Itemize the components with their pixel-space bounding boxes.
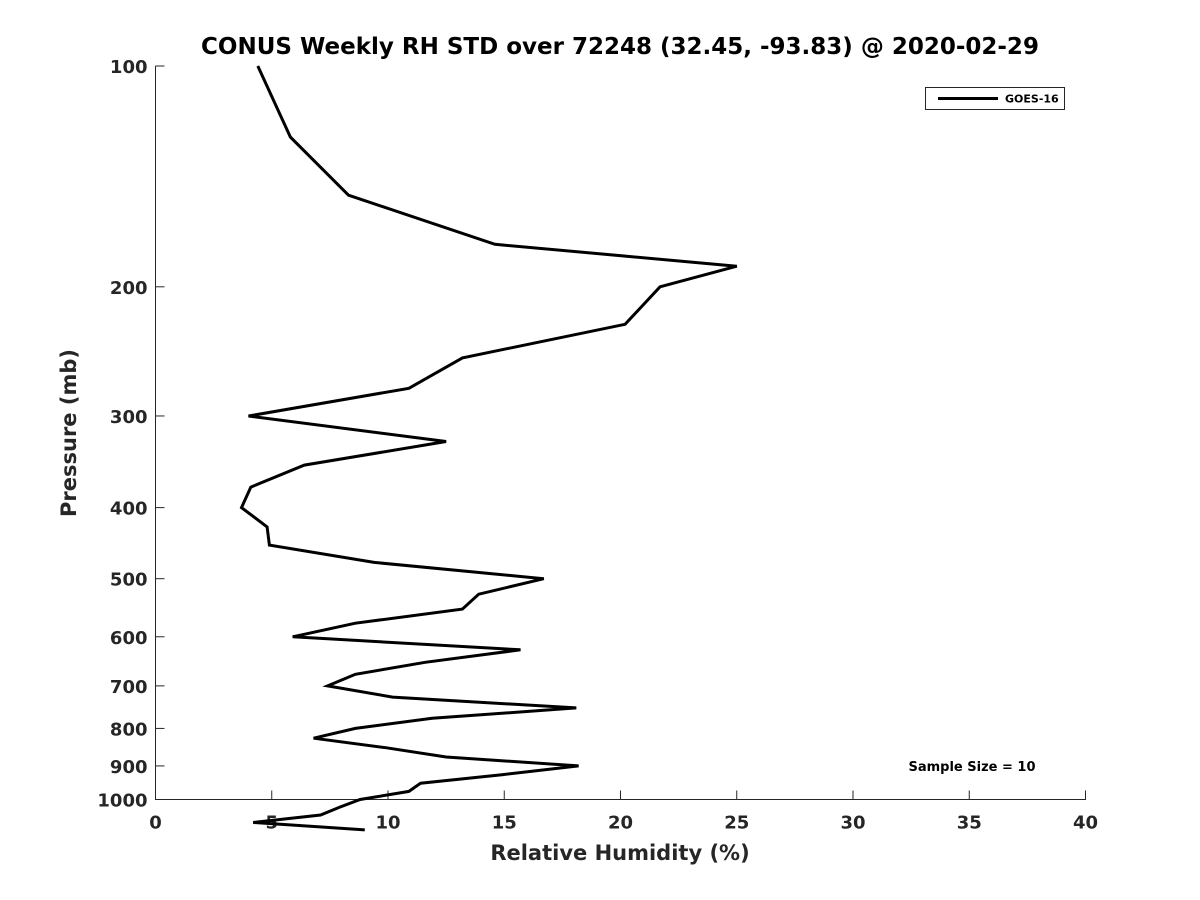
y-tick-label: 200 xyxy=(110,278,148,299)
x-tick-label: 0 xyxy=(149,813,162,834)
x-axis-label: Relative Humidity (%) xyxy=(490,841,749,865)
y-axis-ticks: 100 200 300 400 500 600 700 800 900 1000 xyxy=(97,57,165,812)
y-tick-label: 700 xyxy=(110,677,148,698)
y-axis-label: Pressure (mb) xyxy=(57,349,81,517)
x-axis-ticks: 0 5 10 15 20 25 30 35 40 xyxy=(149,790,1098,834)
plot-frame xyxy=(155,66,1086,800)
x-tick-label: 35 xyxy=(957,813,982,834)
y-tick-label: 900 xyxy=(110,757,148,778)
y-tick-label: 600 xyxy=(110,628,148,649)
x-tick-label: 40 xyxy=(1073,813,1098,834)
y-tick-label: 1000 xyxy=(97,791,147,812)
y-tick-label: 800 xyxy=(110,719,148,740)
legend-label-goes-16: GOES-16 xyxy=(1005,93,1059,106)
series-layer xyxy=(239,65,738,832)
x-tick-label: 30 xyxy=(840,813,865,834)
y-tick-label: 500 xyxy=(110,570,148,591)
sample-size-annotation: Sample Size = 10 xyxy=(908,760,1035,775)
y-tick-label: 300 xyxy=(110,407,148,428)
chart-title: CONUS Weekly RH STD over 72248 (32.45, -… xyxy=(201,34,1039,60)
x-tick-label: 20 xyxy=(608,813,633,834)
y-tick-label: 400 xyxy=(110,499,148,520)
legend: GOES-16 xyxy=(925,87,1065,110)
x-tick-label: 10 xyxy=(375,813,400,834)
x-tick-label: 15 xyxy=(492,813,517,834)
y-tick-label: 100 xyxy=(110,57,148,78)
series-line-goes-16 xyxy=(239,65,738,832)
x-tick-label: 25 xyxy=(724,813,749,834)
